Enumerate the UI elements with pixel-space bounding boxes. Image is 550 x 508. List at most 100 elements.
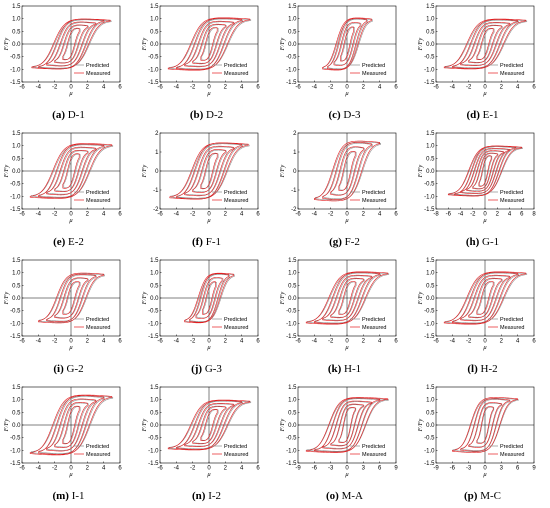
y-tick-label: -0.5 (424, 436, 435, 442)
measured-loop (476, 281, 494, 315)
y-tick-label: 0.5 (150, 29, 159, 35)
y-tick-label: -0.5 (10, 182, 21, 188)
measured-loop (330, 403, 364, 447)
subplot-caption: (i) G-2 (0, 363, 137, 375)
caption-letter: (i) (53, 363, 64, 375)
y-axis-label: F/Fy (3, 419, 10, 433)
legend-measured-label: Measured (362, 198, 386, 204)
measured-loop (322, 400, 372, 450)
predicted-loop (473, 153, 499, 189)
y-tick-label: 1.5 (426, 385, 435, 391)
x-tick-label: 2 (500, 339, 504, 345)
y-tick-label: 0.5 (426, 283, 435, 289)
hysteresis-plot: -6 -4 -2 0 2 4 6 -1.5 -1.0 -0.5 0.0 0.5 1.0 1.5 μ F/Fy P… (141, 385, 260, 478)
x-tick-label: 0 (345, 212, 349, 218)
y-tick-label: 0.5 (12, 29, 21, 35)
legend-measured-label: Measured (500, 452, 524, 458)
x-tick-label: 4 (102, 212, 106, 218)
x-tick-label: -4 (174, 339, 180, 345)
legend-measured-label: Measured (86, 452, 110, 458)
predicted-loop (315, 272, 381, 324)
x-tick-label: -4 (36, 466, 42, 472)
caption-letter: (g) (329, 236, 342, 248)
y-tick-label: 0.0 (426, 42, 435, 48)
y-tick-label: 1.5 (426, 4, 435, 10)
y-tick-label: -0.5 (148, 309, 159, 315)
subplot-caption: (b) D-2 (138, 109, 275, 121)
caption-letter: (o) (326, 490, 339, 502)
measured-loop (340, 26, 354, 62)
hysteresis-plot: -6 -4 -2 0 2 4 6 -1.5 -1.0 -0.5 0.0 0.5 1.0 1.5 μ F/Fy P… (3, 258, 122, 351)
y-axis-label: F/Fy (141, 292, 148, 306)
x-tick-label: -2 (190, 339, 196, 345)
subplot-i-2: -6 -4 -2 0 2 4 6 -1.5 -1.0 -0.5 0.0 0.5 1.0 1.5 μ F/Fy P… (138, 381, 275, 508)
y-tick-label: 1.5 (150, 385, 159, 391)
y-tick-label: -1.0 (286, 321, 297, 327)
hysteresis-plot: -6 -4 -2 0 2 4 6 -1.5 -1.0 -0.5 0.0 0.5 1.0 1.5 μ F/Fy P… (3, 131, 122, 224)
x-tick-label: 0 (345, 466, 349, 472)
subplot-m-c: -9 -6 -3 0 3 6 9 -1.5 -1.0 -0.5 0.0 0.5 1.0 1.5 μ F/Fy P… (414, 381, 550, 508)
y-tick-label: -1 (291, 188, 297, 194)
x-tick-label: 8 (532, 212, 536, 218)
predicted-loop (322, 401, 373, 449)
x-tick-label: -4 (174, 466, 180, 472)
x-tick-label: -2 (190, 466, 196, 472)
caption-specimen-name: H-1 (341, 363, 362, 375)
y-tick-label: 1.5 (288, 385, 297, 391)
measured-loop (468, 277, 502, 319)
subplot-d-2: -6 -4 -2 0 2 4 6 -1.5 -1.0 -0.5 0.0 0.5 1.0 1.5 μ F/Fy P… (138, 0, 275, 127)
y-tick-label: 1.0 (150, 398, 159, 404)
legend-predicted-label: Predicted (86, 63, 109, 69)
caption-specimen-name: G-2 (63, 363, 84, 375)
y-axis-label: F/Fy (417, 292, 424, 306)
x-tick-label: 2 (86, 466, 90, 472)
legend-predicted-label: Predicted (86, 444, 109, 450)
y-tick-label: -1.5 (10, 334, 21, 340)
y-axis-label: F/Fy (279, 165, 286, 179)
x-tick-label: 2 (362, 339, 366, 345)
y-tick-label: -1.0 (148, 321, 159, 327)
y-tick-label: 1.0 (150, 17, 159, 23)
x-tick-label: 9 (394, 466, 398, 472)
y-tick-label: 0.0 (12, 423, 21, 429)
y-tick-label: -1.5 (424, 461, 435, 467)
subplot-caption: (g) F-2 (276, 236, 413, 248)
y-tick-label: 1.5 (288, 4, 297, 10)
legend-predicted-label: Predicted (86, 190, 109, 196)
measured-loop (476, 27, 494, 61)
x-tick-label: 0 (207, 212, 211, 218)
y-tick-label: -0.5 (424, 309, 435, 315)
caption-letter: (d) (466, 109, 480, 121)
measured-loop (189, 273, 229, 323)
y-tick-label: -0.5 (424, 182, 435, 188)
y-axis-label: F/Fy (279, 292, 286, 306)
measured-loop (468, 24, 502, 64)
y-tick-label: -1.0 (424, 321, 435, 327)
predicted-loop (323, 143, 373, 199)
caption-letter: (m) (52, 490, 69, 502)
x-tick-label: -4 (36, 339, 42, 345)
x-tick-label: 3 (500, 466, 504, 472)
y-tick-label: -1.0 (424, 194, 435, 200)
subplot-f-1: -6 -4 -2 0 2 4 6 -2 -1 0 1 2 μ F/Fy Predicted Measured (… (138, 127, 275, 254)
y-tick-label: 1.5 (12, 258, 21, 264)
predicted-loop (331, 147, 365, 195)
x-tick-label: -4 (458, 212, 464, 218)
x-tick-label: -4 (450, 85, 456, 91)
measured-loop (29, 143, 113, 199)
measured-loop (192, 149, 226, 193)
y-tick-label: -0.5 (10, 436, 21, 442)
x-tick-label: -6 (157, 466, 163, 472)
subplot-f-2: -6 -4 -2 0 2 4 6 -2 -1 0 1 2 μ F/Fy Predicted Measured (… (276, 127, 413, 254)
x-tick-label: -2 (328, 212, 334, 218)
subplot-caption: (e) E-2 (0, 236, 137, 248)
y-tick-label: -1.5 (286, 334, 297, 340)
y-tick-label: 0.5 (12, 410, 21, 416)
y-tick-label: -1.5 (286, 461, 297, 467)
legend-measured-label: Measured (362, 452, 386, 458)
predicted-loop (452, 398, 519, 452)
y-tick-label: -1.5 (148, 334, 159, 340)
measured-loop (338, 407, 356, 443)
x-tick-label: 2 (496, 212, 500, 218)
subplot-caption: (a) D-1 (0, 109, 137, 121)
